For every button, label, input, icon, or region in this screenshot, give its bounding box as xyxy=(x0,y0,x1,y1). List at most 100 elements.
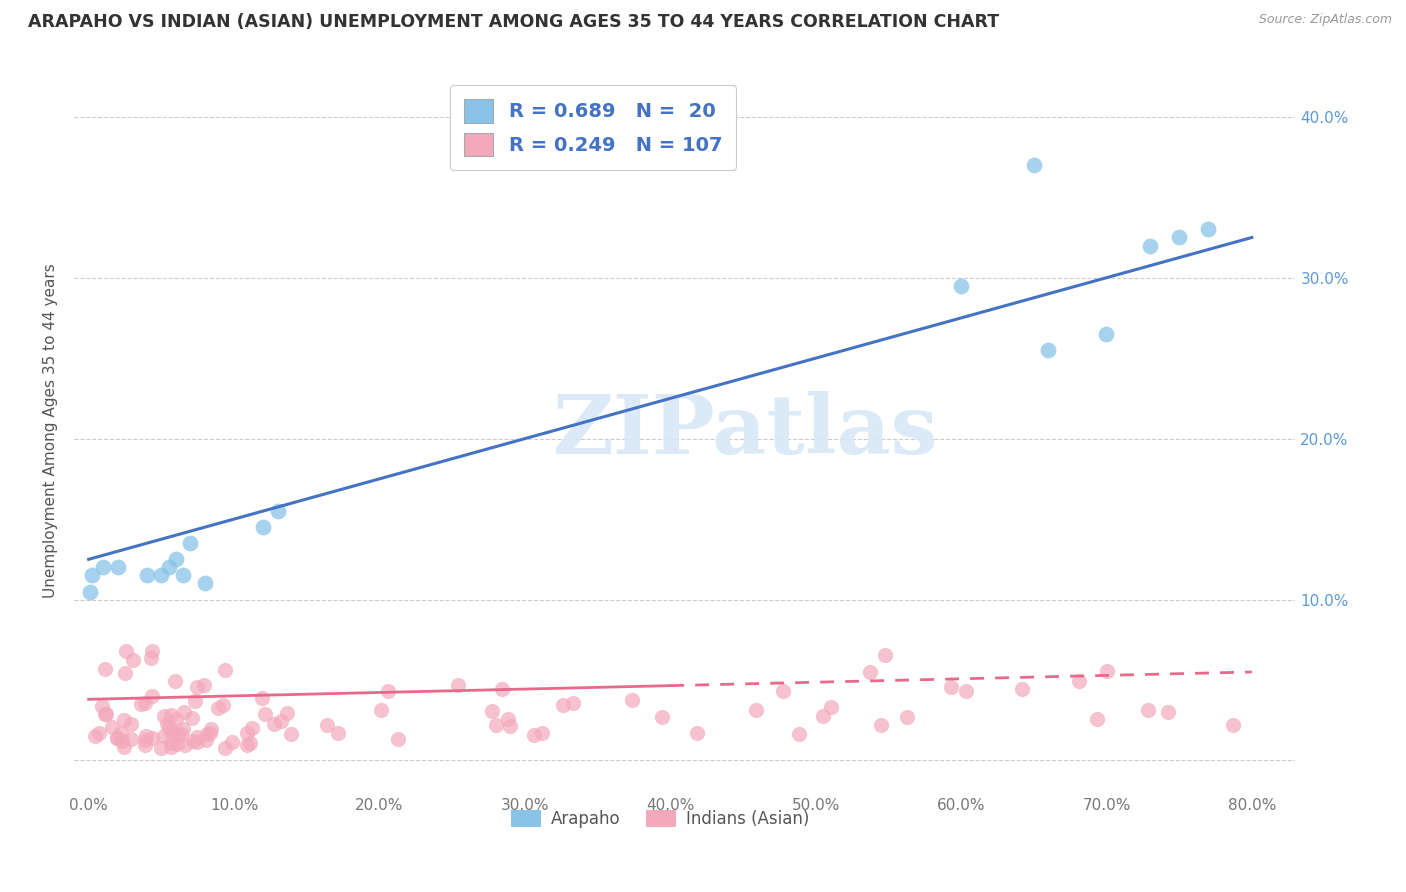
Point xyxy=(194,732,217,747)
Point xyxy=(135,729,157,743)
Point xyxy=(84,730,107,744)
Point xyxy=(939,680,962,694)
Point xyxy=(120,731,142,746)
Point xyxy=(370,703,392,717)
Point xyxy=(772,684,794,698)
Point xyxy=(252,520,274,534)
Point xyxy=(1095,326,1118,341)
Point xyxy=(80,568,103,582)
Point xyxy=(165,674,187,689)
Point xyxy=(387,731,409,746)
Point xyxy=(186,734,208,748)
Point xyxy=(221,735,243,749)
Point xyxy=(686,725,709,739)
Point xyxy=(160,736,183,750)
Point xyxy=(91,560,114,574)
Point xyxy=(134,732,156,747)
Point xyxy=(875,648,897,662)
Point xyxy=(159,720,181,734)
Point xyxy=(173,706,195,720)
Point xyxy=(1222,718,1244,732)
Point xyxy=(896,710,918,724)
Point xyxy=(562,696,585,710)
Point xyxy=(195,727,218,741)
Point xyxy=(120,716,142,731)
Point xyxy=(651,710,673,724)
Text: ARAPAHO VS INDIAN (ASIAN) UNEMPLOYMENT AMONG AGES 35 TO 44 YEARS CORRELATION CHA: ARAPAHO VS INDIAN (ASIAN) UNEMPLOYMENT A… xyxy=(28,13,1000,31)
Point xyxy=(522,728,544,742)
Point xyxy=(141,689,163,703)
Point xyxy=(553,698,575,713)
Point xyxy=(186,730,208,744)
Point xyxy=(1139,238,1161,252)
Point xyxy=(172,568,194,582)
Point xyxy=(94,707,117,722)
Point xyxy=(1038,343,1060,358)
Point xyxy=(485,718,508,732)
Point xyxy=(207,701,229,715)
Point xyxy=(198,726,221,740)
Point xyxy=(820,699,842,714)
Point xyxy=(167,728,190,742)
Point xyxy=(165,712,187,726)
Point xyxy=(811,709,834,723)
Point xyxy=(141,731,163,746)
Point xyxy=(90,698,112,713)
Text: ZIPatlas: ZIPatlas xyxy=(553,391,939,471)
Point xyxy=(236,726,259,740)
Point xyxy=(87,726,110,740)
Point xyxy=(153,729,176,743)
Point xyxy=(101,721,124,735)
Point xyxy=(270,714,292,728)
Point xyxy=(160,723,183,738)
Point xyxy=(112,739,135,754)
Point xyxy=(165,552,187,566)
Point xyxy=(150,740,173,755)
Point xyxy=(214,741,236,756)
Point xyxy=(276,706,298,720)
Point xyxy=(1085,712,1108,726)
Point xyxy=(280,726,302,740)
Point xyxy=(193,677,215,691)
Point xyxy=(194,576,217,591)
Point xyxy=(129,697,152,711)
Point xyxy=(179,536,201,550)
Point xyxy=(621,693,644,707)
Point xyxy=(134,738,156,752)
Text: Source: ZipAtlas.com: Source: ZipAtlas.com xyxy=(1258,13,1392,27)
Point xyxy=(115,644,138,658)
Point xyxy=(156,717,179,731)
Point xyxy=(212,698,235,712)
Point xyxy=(1136,703,1159,717)
Point xyxy=(105,731,128,746)
Point xyxy=(238,736,260,750)
Point xyxy=(859,665,882,679)
Point xyxy=(94,662,117,676)
Point xyxy=(1011,682,1033,697)
Point xyxy=(1168,230,1191,244)
Point xyxy=(114,665,136,680)
Point xyxy=(200,722,222,736)
Point xyxy=(266,504,288,518)
Point xyxy=(79,584,101,599)
Point xyxy=(1095,665,1118,679)
Point xyxy=(447,678,470,692)
Point xyxy=(1022,158,1045,172)
Y-axis label: Unemployment Among Ages 35 to 44 years: Unemployment Among Ages 35 to 44 years xyxy=(44,263,58,598)
Point xyxy=(172,722,194,736)
Point xyxy=(377,683,399,698)
Point xyxy=(150,568,173,582)
Point xyxy=(240,722,263,736)
Point xyxy=(498,712,520,726)
Point xyxy=(111,733,134,747)
Point xyxy=(181,734,204,748)
Point xyxy=(1067,673,1090,688)
Point xyxy=(186,681,208,695)
Point xyxy=(955,683,977,698)
Point xyxy=(170,727,193,741)
Point xyxy=(180,711,202,725)
Point xyxy=(139,651,162,665)
Point xyxy=(315,717,337,731)
Point xyxy=(174,739,197,753)
Point xyxy=(152,709,174,723)
